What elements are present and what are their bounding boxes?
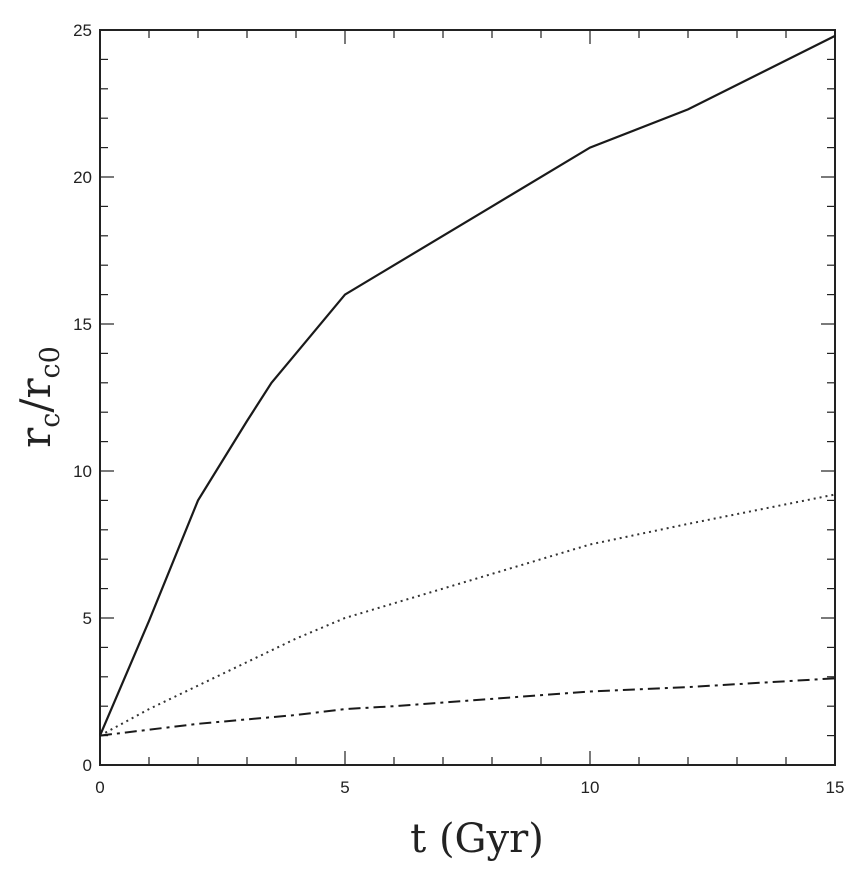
y-tick-label: 20 bbox=[73, 168, 92, 187]
y-axis-label-sub1: c bbox=[35, 413, 66, 428]
y-axis-label-slash: / bbox=[11, 398, 60, 413]
y-axis-label: rc/rc0 bbox=[11, 346, 66, 448]
x-tick-label: 0 bbox=[95, 778, 104, 797]
y-tick-label: 5 bbox=[83, 609, 92, 628]
x-axis-label: t (Gyr) bbox=[410, 816, 544, 862]
x-tick-labels: 0 5 10 15 bbox=[95, 778, 844, 797]
y-tick-label: 25 bbox=[73, 21, 92, 40]
series-line-dashdot bbox=[99, 677, 836, 737]
series-line-solid bbox=[98, 34, 836, 737]
plot-frame bbox=[99, 29, 836, 766]
y-axis-label-r1: r bbox=[11, 427, 60, 448]
y-tick-label: 0 bbox=[83, 756, 92, 775]
x-ticks bbox=[99, 30, 836, 765]
x-tick-label: 15 bbox=[826, 778, 845, 797]
y-axis-label-r2: r bbox=[11, 378, 60, 399]
series-layer bbox=[98, 34, 836, 737]
y-axis-label-sub2: c0 bbox=[35, 346, 66, 378]
x-tick-label: 5 bbox=[340, 778, 349, 797]
y-tick-label: 10 bbox=[73, 462, 92, 481]
y-tick-labels: 0 5 10 15 20 25 bbox=[73, 21, 92, 775]
y-tick-label: 15 bbox=[73, 315, 92, 334]
x-tick-label: 10 bbox=[581, 778, 600, 797]
series-line-dotted bbox=[99, 493, 836, 737]
y-ticks bbox=[100, 29, 835, 766]
